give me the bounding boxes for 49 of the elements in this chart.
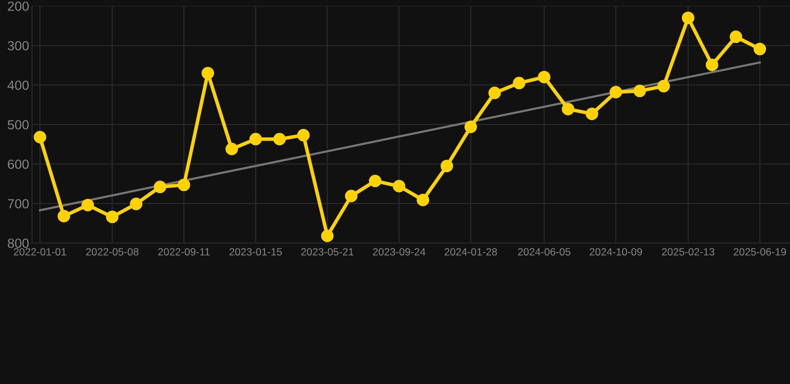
point bbox=[464, 120, 478, 134]
point bbox=[273, 132, 286, 146]
x-tick-label: 2022-01-01 bbox=[14, 248, 66, 256]
y-tick-label: 400 bbox=[8, 80, 29, 90]
y-tick-label: 800 bbox=[8, 238, 29, 248]
point bbox=[297, 128, 310, 142]
point bbox=[34, 130, 46, 144]
point bbox=[130, 198, 142, 210]
x-tick-label: 2025-02-13 bbox=[662, 248, 714, 256]
point bbox=[392, 180, 406, 192]
point bbox=[82, 198, 94, 212]
y-tick-label: 600 bbox=[8, 160, 29, 169]
x-tick-label: 2024-10-09 bbox=[590, 248, 642, 256]
y-tick-label: 500 bbox=[8, 120, 29, 130]
point bbox=[106, 210, 118, 224]
x-tick-label: 2023-09-24 bbox=[372, 248, 426, 256]
point bbox=[754, 42, 766, 56]
point bbox=[538, 70, 550, 84]
x-tick-label: 2023-01-15 bbox=[230, 248, 282, 256]
y-tick-label: 300 bbox=[8, 41, 29, 50]
x-tick-label: 2022-05-08 bbox=[86, 248, 138, 256]
point bbox=[368, 174, 382, 188]
point bbox=[225, 142, 238, 156]
point bbox=[512, 76, 526, 90]
x-tick-label: 2022-09-11 bbox=[158, 248, 210, 256]
point bbox=[58, 210, 70, 222]
y-tick-label: 700 bbox=[8, 199, 29, 208]
point bbox=[657, 80, 670, 92]
point bbox=[682, 12, 694, 24]
point bbox=[344, 190, 358, 202]
point bbox=[440, 160, 454, 172]
point bbox=[202, 66, 214, 80]
x-tick-label: 2024-01-28 bbox=[444, 248, 497, 256]
point bbox=[321, 230, 334, 242]
y-tick-label: 200 bbox=[8, 2, 29, 11]
point bbox=[249, 132, 262, 146]
point bbox=[634, 84, 646, 98]
point bbox=[706, 58, 718, 72]
point bbox=[610, 86, 622, 98]
x-tick-label: 2023-05-21 bbox=[301, 248, 354, 256]
point bbox=[154, 180, 166, 194]
x-tick-label: 2025-06-19 bbox=[734, 248, 786, 256]
point bbox=[562, 102, 574, 116]
point bbox=[488, 86, 501, 100]
point bbox=[178, 178, 190, 192]
point bbox=[416, 194, 430, 206]
point bbox=[586, 108, 598, 120]
x-tick-label: 2024-06-05 bbox=[518, 248, 570, 256]
point bbox=[730, 30, 742, 44]
